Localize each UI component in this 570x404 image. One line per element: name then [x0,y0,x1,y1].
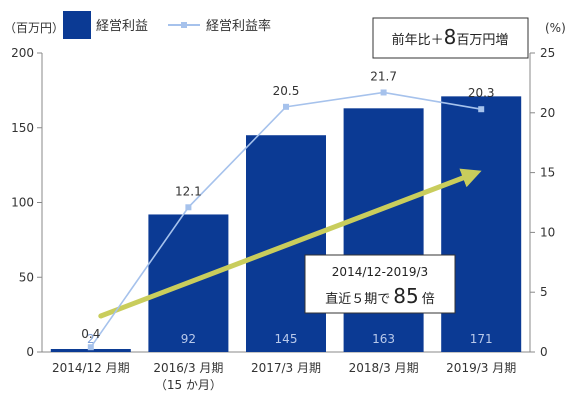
growth-annotation-box [304,254,456,314]
legend-line-marker [181,22,187,28]
line-point [478,106,485,113]
left-axis-tick-label: 100 [11,196,34,210]
line-point [185,204,192,211]
bar-value-label: 163 [372,332,395,346]
x-axis-tick-label: 2019/3 月期 [446,361,516,375]
line-value-label: 20.5 [273,84,300,98]
left-axis-tick-label: 50 [19,270,34,284]
line-value-label: 0.4 [81,327,100,341]
growth-suffix: 倍 [422,292,435,307]
bar-value-label: 2 [87,332,95,346]
yoy-prefix: 前年比＋ [392,32,444,48]
x-axis-tick-label: 2016/3 月期 [153,361,223,375]
bar-value-label: 92 [181,332,196,346]
line-point [380,89,387,96]
right-axis-tick-label: 25 [540,46,555,60]
bar-value-label: 145 [275,332,298,346]
line-value-label: 21.7 [370,69,397,83]
growth-number: 85 [393,284,418,308]
growth-prefix: 直近５期で [325,292,390,307]
left-axis-tick-label: 200 [11,46,34,60]
trend-arrow [98,168,482,319]
growth-annotation-multiple: 直近５期で 85 倍 [325,284,434,308]
growth-annotation-period: 2014/12-2019/3 [332,265,428,279]
line-point [283,103,289,110]
bar [343,108,424,352]
right-axis-tick-label: 20 [540,106,555,120]
left-axis-tick-label: 150 [11,121,34,135]
right-axis-unit: (%) [545,21,566,35]
right-axis-tick-label: 0 [540,345,548,359]
right-axis-tick-label: 5 [540,285,548,299]
right-axis-tick-label: 15 [540,166,555,180]
right-axis-tick-label: 10 [540,225,555,239]
yoy-annotation-box [372,17,529,59]
x-axis-tick-sublabel: （15 か月） [155,378,222,392]
x-axis-tick-label: 2014/12 月期 [52,361,130,375]
yoy-suffix: 百万円増 [456,33,508,48]
yoy-annotation-text: 前年比＋8百万円増 [392,25,509,49]
left-axis-tick-label: 0 [26,345,34,359]
x-axis-tick-label: 2018/3 月期 [349,361,419,375]
legend-bar-swatch [63,11,91,39]
line-point [87,344,94,351]
yoy-number: 8 [444,25,457,49]
bar [441,96,522,352]
legend-bar-label: 経営利益 [96,19,148,34]
bar-value-label: 171 [470,332,493,346]
legend-line-label: 経営利益率 [206,18,271,34]
line-value-label: 12.1 [175,184,202,198]
plot-area: 0 50 100 150 200 0 5 10 15 20 25 2 92 145 163 171 2014/1… [11,46,555,392]
bar [50,349,131,352]
x-axis-tick-label: 2017/3 月期 [251,361,321,375]
left-axis-unit: （百万円） [4,21,64,35]
line-value-label: 20.3 [468,86,495,100]
